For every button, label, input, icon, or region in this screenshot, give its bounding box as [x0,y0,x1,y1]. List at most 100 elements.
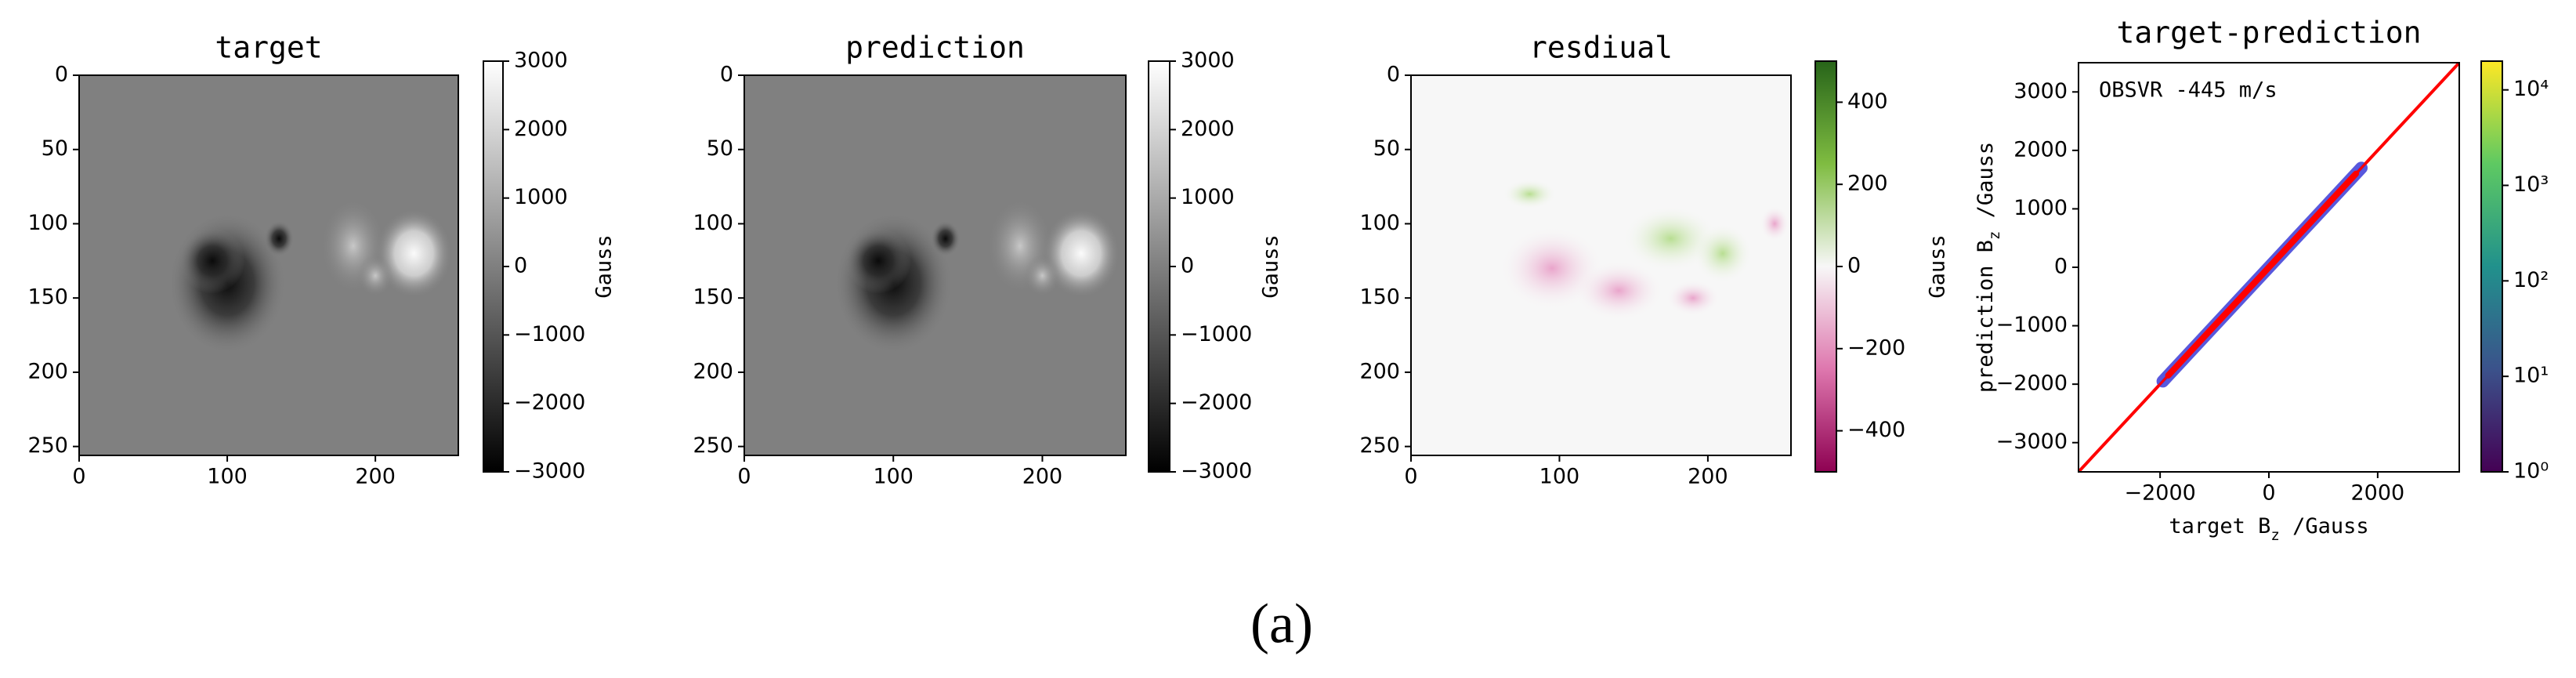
x-tick-label: 200 [1688,465,1728,489]
image-feature [1042,208,1120,299]
y-tick-label: 200 [1359,359,1400,383]
y-tick-label: 0 [1387,63,1400,87]
y-tick-label: 250 [1359,433,1400,458]
colorbar-tick-label: 3000 [514,49,568,73]
y-tick-label: 100 [693,211,733,235]
x-tick-label: 100 [1539,465,1580,489]
image-feature [1574,260,1664,321]
colorbar-tick-label: 10² [2513,268,2549,292]
image-feature [1024,255,1061,297]
chart-title: target [215,31,322,65]
image-feature [179,228,245,294]
y-tick-label: 100 [1359,211,1400,235]
x-tick-label: 0 [2262,481,2275,506]
y-tick-label: −2000 [1996,372,2068,396]
colorbar-tick-label: 1000 [514,185,568,209]
label-text: prediction B [1974,240,1998,393]
chart-title: target-prediction [2117,16,2422,50]
colorbar-label: Gauss [592,234,617,298]
panel: OBSVR -445 m/s −2000 0 2000 −3000 −2000 −1000 0… [1974,16,2549,544]
x-tick-label: 0 [72,465,85,489]
x-tick-label: −2000 [2124,481,2195,506]
y-tick-label: 0 [2054,255,2068,279]
y-axis-label: prediction Bz /Gauss [1974,142,2003,393]
colorbar-tick-label: −400 [1847,418,1905,442]
colorbar-tick-label: 0 [1181,254,1194,278]
y-tick-label: 200 [27,359,68,383]
colorbar-tick-label: 400 [1847,89,1888,114]
y-tick-label: 200 [693,359,733,383]
image-feature [1666,280,1720,316]
x-axis-label: target Bz /Gauss [2169,514,2368,544]
y-tick-label: 150 [693,285,733,310]
panel: 0 100 200 0 50 100 150 200 250 resdiual −400 −200 0 2… [1359,31,1949,489]
image-feature [930,220,961,257]
y-tick-label: −1000 [1996,313,2068,337]
image-feature [375,208,453,299]
colorbar-tick-label: 0 [1847,254,1861,278]
image-feature [264,220,295,257]
axes-frame [743,74,1127,456]
image-feature [845,228,912,294]
colorbar-tick-label: −2000 [514,390,585,415]
axes-frame [78,74,459,456]
colorbar-tick-label: −3000 [514,459,585,484]
x-tick-label: 2000 [2350,481,2404,506]
colorbar-tick-label: 10⁰ [2513,459,2549,484]
y-tick-label: 150 [1359,285,1400,310]
axes-frame [1410,74,1792,456]
y-tick-label: 100 [27,211,68,235]
colorbar-tick-label: 2000 [514,117,568,141]
label-text: /Gauss [2280,514,2369,538]
x-tick-label: 0 [737,465,751,489]
panel: 0 100 200050100150200250target−3000−2000−1… [27,31,616,489]
colorbar-tick-label: −200 [1847,335,1905,360]
colorbar-tick-label: 2000 [1181,117,1235,141]
image-feature [1503,179,1557,209]
y-tick-label: 3000 [2013,79,2068,103]
colorbar-tick-label: 10⁴ [2513,77,2549,101]
x-tick-label: 200 [355,465,396,489]
image-feature [1760,205,1790,242]
y-tick-label: −3000 [1996,430,2068,454]
y-tick-label: 50 [42,136,68,161]
colorbar-tick-label: 10³ [2513,172,2549,197]
colorbar-tick-label: 0 [514,254,527,278]
annotation: OBSVR -445 m/s [2099,78,2278,103]
image-feature [1692,223,1753,284]
colorbar [1814,60,1837,473]
y-tick-label: 0 [720,63,733,87]
y-tick-label: 50 [1373,136,1400,161]
colorbar-tick-label: 10¹ [2513,364,2549,388]
identity-line [2079,63,2459,472]
colorbar [1148,60,1170,473]
panel: 0 100 200050100150200250prediction−3000−20… [693,31,1283,489]
y-tick-label: 150 [27,285,68,310]
label-text: /Gauss [1974,142,1998,231]
label-subscript: z [2270,527,2279,544]
label-text: target B [2169,514,2270,538]
chart-title: resdiual [1529,31,1673,65]
colorbar-tick-label: −1000 [1181,322,1252,346]
colorbar [2480,60,2503,473]
colorbar-label: Gauss [1259,234,1283,298]
colorbar-label: Gauss [1926,234,1950,298]
y-tick-label: 1000 [2013,196,2068,220]
colorbar-tick-label: 200 [1847,172,1888,196]
y-tick-label: 0 [55,63,68,87]
x-tick-label: 100 [873,465,914,489]
plot-area [1411,75,1791,455]
label-subscript: z [1986,231,2003,240]
x-tick-label: 200 [1022,465,1063,489]
y-tick-label: 2000 [2013,137,2068,161]
plot-area [79,75,458,455]
y-tick-label: 250 [27,433,68,458]
chart-title: prediction [845,31,1025,65]
colorbar-tick-label: 1000 [1181,185,1235,209]
image-feature [357,255,393,297]
colorbar-tick-label: −2000 [1181,390,1252,415]
y-tick-label: 50 [707,136,733,161]
y-tick-label: 250 [693,433,733,458]
